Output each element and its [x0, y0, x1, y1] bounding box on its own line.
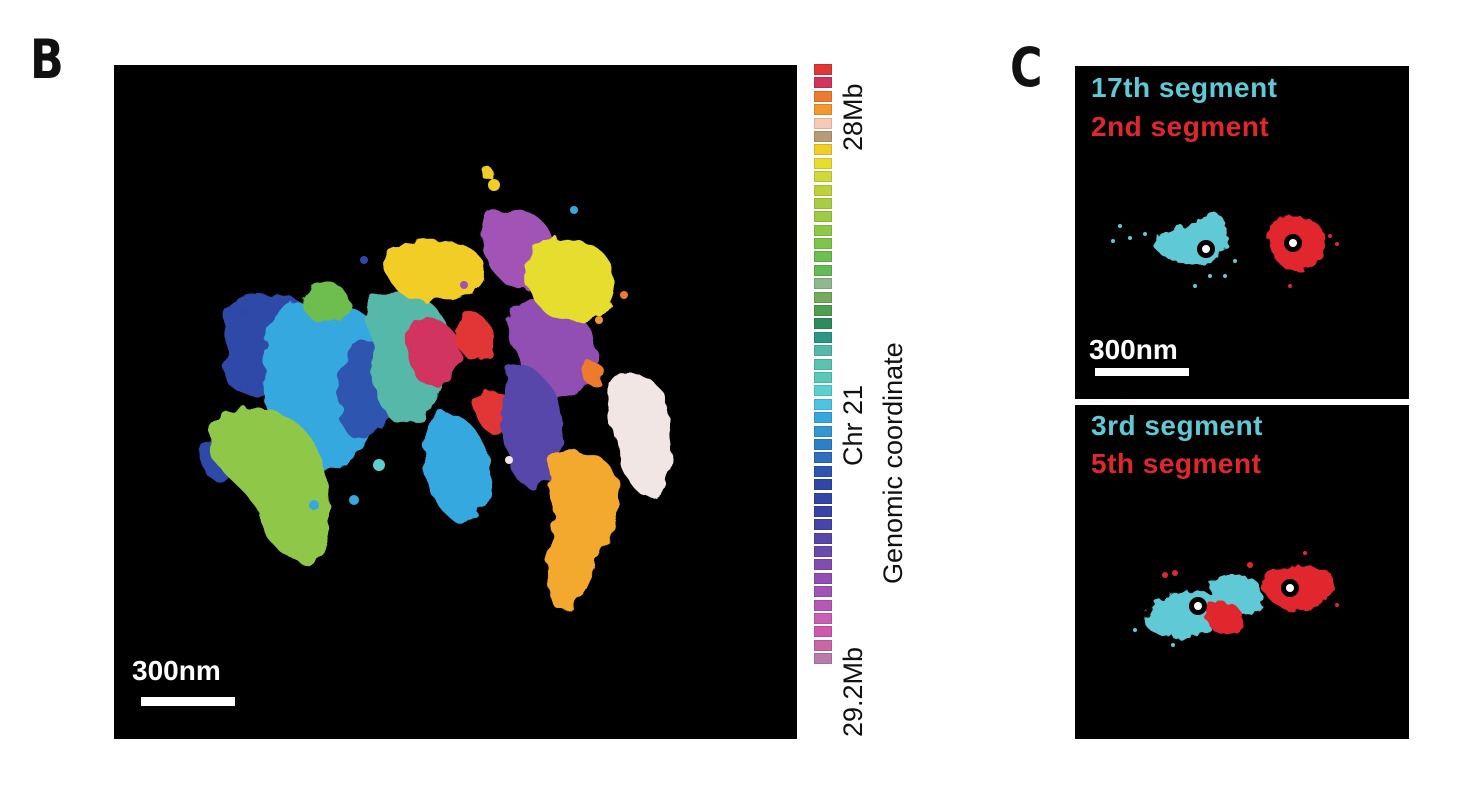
chromatin-render [198, 168, 673, 611]
colorbar-cell [814, 238, 832, 250]
chromatin-3d-image: 300nm [114, 65, 797, 739]
panel-c-top-render [1111, 211, 1339, 288]
colorbar-cell [814, 130, 832, 142]
colorbar-cell [814, 425, 832, 437]
colorbar-bottom-label: 29.2Mb [838, 646, 868, 737]
genomic-colorbar [814, 64, 834, 667]
colorbar-top-label: 28Mb [838, 83, 868, 151]
panel-c-top-cyan-label: 17th segment [1091, 72, 1278, 103]
colorbar-cell [814, 211, 832, 223]
colorbar-cell [814, 385, 832, 397]
colorbar-cell [814, 398, 832, 410]
panel-b-letter: B [30, 28, 64, 91]
colorbar-cell [814, 224, 832, 236]
colorbar-cell [814, 505, 832, 517]
colorbar-cell [814, 331, 832, 343]
colorbar-cell [814, 572, 832, 584]
colorbar-cell [814, 117, 832, 129]
colorbar-cell [814, 278, 832, 290]
colorbar-cell [814, 171, 832, 183]
colorbar-cell [814, 465, 832, 477]
panel-c-top-red-label: 2nd segment [1091, 111, 1270, 142]
panel-c-letter: C [1010, 36, 1043, 99]
panel-b-scale-bar [141, 697, 235, 706]
colorbar-cell [814, 318, 832, 330]
colorbar-mid-label: Chr 21 [838, 384, 868, 466]
panel-c-bottom-cyan-label: 3rd segment [1091, 410, 1263, 441]
colorbar-cell [814, 184, 832, 196]
colorbar-cell [814, 479, 832, 491]
colorbar-cell [814, 64, 832, 75]
colorbar-cell [814, 559, 832, 571]
colorbar-cell [814, 144, 832, 156]
colorbar-cell [814, 452, 832, 464]
colorbar-cell [814, 599, 832, 611]
colorbar-cell [814, 639, 832, 651]
panel-b-scale-label: 300nm [132, 655, 221, 686]
colorbar-cell [814, 90, 832, 102]
colorbar-cell [814, 77, 832, 89]
colorbar-cell [814, 264, 832, 276]
colorbar-cell [814, 291, 832, 303]
colorbar-cell [814, 345, 832, 357]
colorbar-cell [814, 438, 832, 450]
colorbar-cell [814, 586, 832, 598]
colorbar-cell [814, 251, 832, 263]
panel-c-top-image: 17th segment 2nd segment 300nm [1075, 66, 1409, 399]
colorbar-cell [814, 104, 832, 116]
panel-c-bottom-red-label: 5th segment [1091, 448, 1262, 479]
panel-c-bottom-render [1133, 551, 1339, 647]
genomic-coordinate-axis-label: Genomic coordinate [878, 342, 908, 584]
colorbar-cell [814, 532, 832, 544]
colorbar-cell [814, 626, 832, 638]
colorbar-cell [814, 197, 832, 209]
panel-c-bottom-image: 3rd segment 5th segment [1075, 405, 1409, 739]
colorbar-cell [814, 519, 832, 531]
colorbar-cell [814, 305, 832, 317]
colorbar-cell [814, 613, 832, 625]
colorbar-cell [814, 653, 832, 665]
colorbar-cell [814, 492, 832, 504]
colorbar-cell [814, 157, 832, 169]
colorbar-cell [814, 546, 832, 558]
panel-c-scale-label: 300nm [1089, 334, 1178, 365]
panel-c-scale-bar [1095, 368, 1189, 376]
colorbar-cell [814, 371, 832, 383]
colorbar-cell [814, 358, 832, 370]
colorbar-cell [814, 412, 832, 424]
